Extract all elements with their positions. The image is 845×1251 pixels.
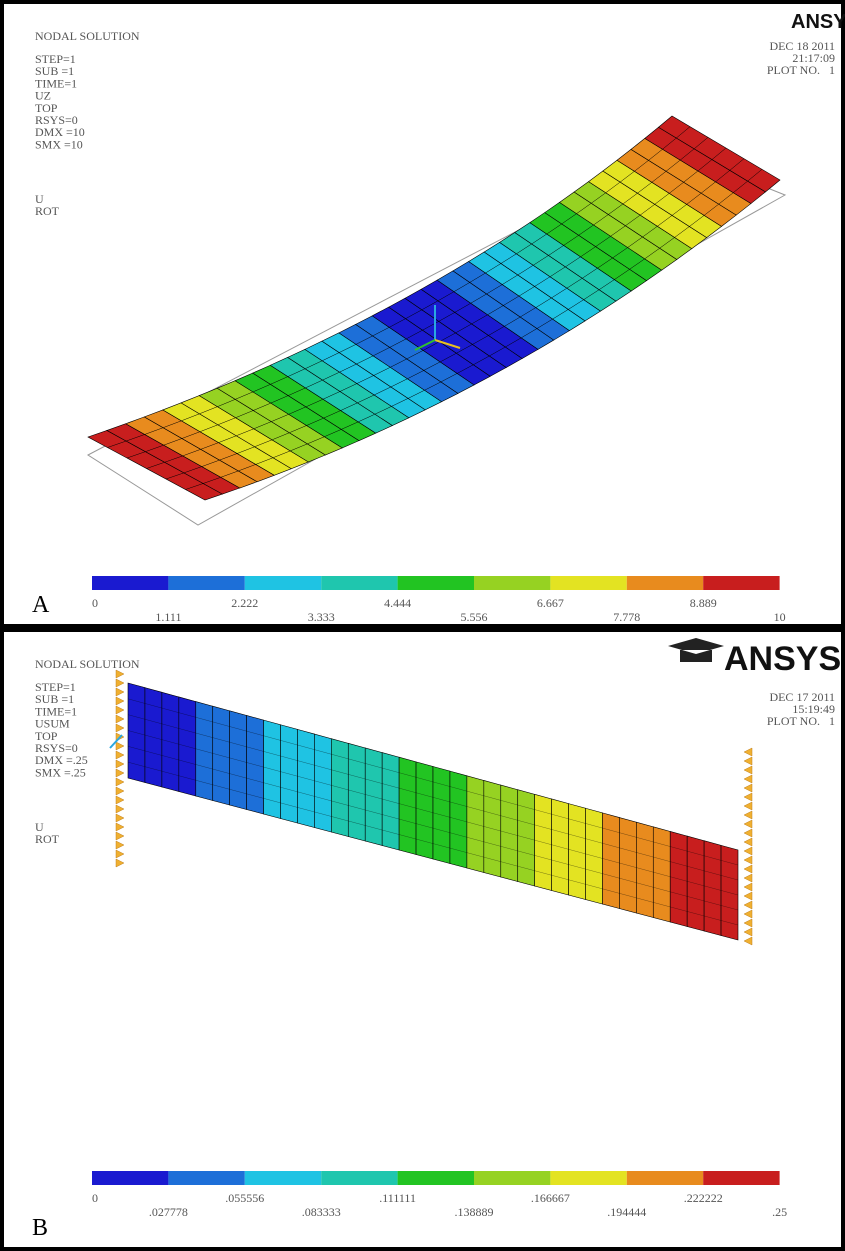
colorbar-label: 4.444 [384,596,411,610]
colorbar-label: .138889 [455,1205,494,1219]
legend-item: ROT [35,832,60,846]
colorbar-label: 10 [774,610,786,624]
colorbar-label: .194444 [607,1205,646,1219]
colorbar-segment [550,576,626,590]
colorbar-segment [321,1171,397,1185]
colorbar-segment [627,1171,703,1185]
colorbar-segment [168,576,244,590]
colorbar-label: 0 [92,596,98,610]
colorbar-segment [474,576,550,590]
colorbar-segment [168,1171,244,1185]
plot-number: PLOT NO. 1 [767,63,835,77]
colorbar-segment [92,1171,168,1185]
panel-label: A [32,592,50,618]
plot-number: PLOT NO. 1 [767,714,835,728]
colorbar-segment [627,576,703,590]
title: NODAL SOLUTION [35,29,140,43]
colorbar-label: 8.889 [690,596,717,610]
panel-label: B [32,1215,48,1241]
colorbar-segment [703,1171,779,1185]
colorbar-label: .083333 [302,1205,341,1219]
title: NODAL SOLUTION [35,657,140,671]
colorbar-segment [474,1171,550,1185]
colorbar-segment [92,576,168,590]
colorbar-label: .027778 [149,1205,188,1219]
colorbar-label: 0 [92,1191,98,1205]
colorbar-label: .111111 [379,1191,416,1205]
colorbar-label: 7.778 [613,610,640,624]
colorbar-label: .166667 [531,1191,570,1205]
colorbar-segment [398,576,474,590]
colorbar-label: 1.111 [155,610,181,624]
figure: NODAL SOLUTIONSTEP=1SUB =1TIME=1UZTOPRSY… [0,0,845,1251]
colorbar-segment [245,1171,321,1185]
panel: NODAL SOLUTIONSTEP=1SUB =1TIME=1USUMTOPR… [2,630,843,1249]
info-line: SMX =.25 [35,765,86,779]
colorbar-label: 5.556 [461,610,488,624]
colorbar-label: 2.222 [231,596,258,610]
colorbar-segment [703,576,779,590]
colorbar-segment [321,576,397,590]
colorbar-label: .25 [772,1205,787,1219]
colorbar-label: .222222 [684,1191,723,1205]
colorbar-label: 6.667 [537,596,564,610]
legend-item: ROT [35,204,60,218]
info-line: SMX =10 [35,137,83,151]
colorbar-label: .055556 [225,1191,264,1205]
colorbar-segment [550,1171,626,1185]
colorbar-label: 3.333 [308,610,335,624]
logo: ANSYS [724,640,841,678]
colorbar-segment [245,576,321,590]
logo: ANSYS [791,11,845,33]
colorbar-segment [398,1171,474,1185]
